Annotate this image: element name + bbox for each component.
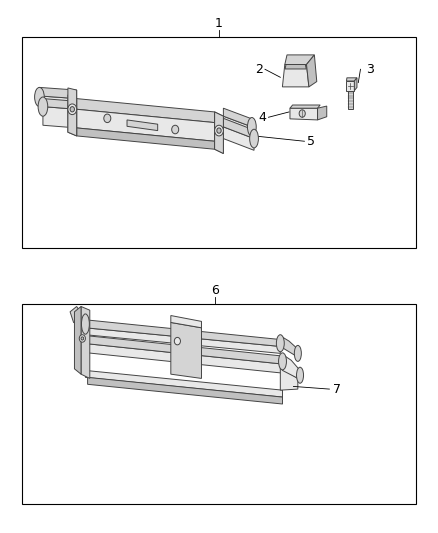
Polygon shape xyxy=(39,96,77,109)
Polygon shape xyxy=(39,87,77,99)
Polygon shape xyxy=(283,64,309,87)
Polygon shape xyxy=(223,118,254,139)
Circle shape xyxy=(174,337,180,345)
Polygon shape xyxy=(215,112,223,154)
Ellipse shape xyxy=(297,367,304,383)
Bar xyxy=(22,304,416,504)
Ellipse shape xyxy=(81,314,89,334)
Circle shape xyxy=(217,128,221,133)
Polygon shape xyxy=(171,322,201,378)
Ellipse shape xyxy=(35,87,44,107)
Bar xyxy=(346,81,354,91)
Polygon shape xyxy=(290,105,320,108)
Polygon shape xyxy=(318,106,327,120)
Ellipse shape xyxy=(276,335,284,352)
Polygon shape xyxy=(171,316,201,328)
Ellipse shape xyxy=(250,130,258,148)
Polygon shape xyxy=(280,336,298,357)
Circle shape xyxy=(104,114,111,123)
Polygon shape xyxy=(77,128,215,149)
Polygon shape xyxy=(77,99,215,123)
Circle shape xyxy=(215,125,223,136)
Circle shape xyxy=(68,104,77,115)
Text: 5: 5 xyxy=(307,135,314,148)
Polygon shape xyxy=(43,99,77,109)
Polygon shape xyxy=(127,120,158,131)
Polygon shape xyxy=(307,55,317,87)
Polygon shape xyxy=(346,78,357,81)
Ellipse shape xyxy=(38,97,48,116)
Polygon shape xyxy=(223,116,252,138)
Polygon shape xyxy=(85,370,283,397)
Ellipse shape xyxy=(294,345,301,361)
Polygon shape xyxy=(88,336,283,364)
Text: 3: 3 xyxy=(366,63,374,76)
Text: 2: 2 xyxy=(255,63,263,76)
Text: 4: 4 xyxy=(258,111,266,124)
Polygon shape xyxy=(285,55,314,64)
Polygon shape xyxy=(88,377,283,404)
Polygon shape xyxy=(283,354,300,379)
Circle shape xyxy=(299,110,305,117)
Circle shape xyxy=(81,337,84,340)
Polygon shape xyxy=(285,64,306,69)
Ellipse shape xyxy=(247,118,256,136)
Circle shape xyxy=(172,125,179,134)
Polygon shape xyxy=(81,306,90,378)
Text: 7: 7 xyxy=(333,383,341,395)
Circle shape xyxy=(70,107,74,112)
Ellipse shape xyxy=(279,353,286,370)
Polygon shape xyxy=(354,78,357,91)
Polygon shape xyxy=(43,107,77,128)
Text: 6: 6 xyxy=(211,284,219,297)
Polygon shape xyxy=(77,109,215,141)
Polygon shape xyxy=(68,88,77,136)
Polygon shape xyxy=(348,91,353,109)
Polygon shape xyxy=(223,108,252,127)
Polygon shape xyxy=(280,368,298,390)
Polygon shape xyxy=(74,306,81,374)
Polygon shape xyxy=(70,306,85,328)
Polygon shape xyxy=(215,112,223,154)
Circle shape xyxy=(79,335,85,342)
Polygon shape xyxy=(88,344,283,373)
Bar xyxy=(22,37,416,248)
Polygon shape xyxy=(85,328,280,353)
Polygon shape xyxy=(290,108,318,120)
Polygon shape xyxy=(223,127,254,150)
Polygon shape xyxy=(85,320,280,346)
Polygon shape xyxy=(68,95,77,136)
Text: 1: 1 xyxy=(215,18,223,30)
